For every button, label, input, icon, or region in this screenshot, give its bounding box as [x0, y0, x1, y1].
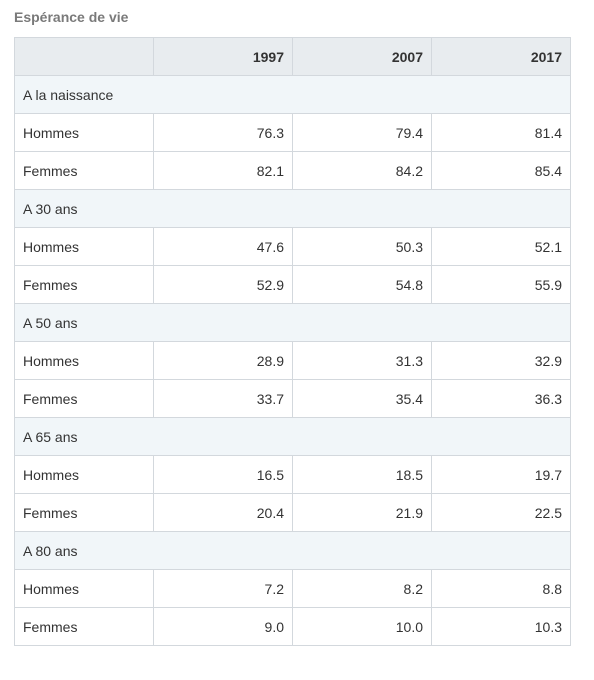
value-cell: 31.3 [292, 341, 432, 380]
value-cell: 9.0 [153, 607, 293, 646]
group-row: A 30 ans [14, 189, 571, 228]
table-row: Hommes 16.5 18.5 19.7 [14, 455, 571, 494]
value-cell: 16.5 [153, 455, 293, 494]
value-cell: 54.8 [292, 265, 432, 304]
table-body: A la naissance Hommes 76.3 79.4 81.4 Fem… [14, 75, 571, 646]
group-row: A 65 ans [14, 417, 571, 456]
row-label: Femmes [14, 379, 154, 418]
table-header: 1997 2007 2017 [14, 37, 571, 76]
value-cell: 76.3 [153, 113, 293, 152]
table-row: Hommes 28.9 31.3 32.9 [14, 341, 571, 380]
group-label: A 50 ans [14, 303, 571, 342]
value-cell: 79.4 [292, 113, 432, 152]
header-cell-year: 2017 [431, 37, 571, 76]
row-label: Hommes [14, 455, 154, 494]
value-cell: 32.9 [431, 341, 571, 380]
group-row: A 80 ans [14, 531, 571, 570]
header-cell-year: 1997 [153, 37, 293, 76]
row-label: Hommes [14, 569, 154, 608]
value-cell: 81.4 [431, 113, 571, 152]
value-cell: 47.6 [153, 227, 293, 266]
life-expectancy-caption: Espérance de vie [14, 9, 129, 25]
group-label: A 30 ans [14, 189, 571, 228]
header-cell-empty [14, 37, 154, 76]
value-cell: 36.3 [431, 379, 571, 418]
header-row: 1997 2007 2017 [14, 37, 571, 76]
value-cell: 85.4 [431, 151, 571, 190]
value-cell: 82.1 [153, 151, 293, 190]
value-cell: 35.4 [292, 379, 432, 418]
value-cell: 20.4 [153, 493, 293, 532]
group-row: A la naissance [14, 75, 571, 114]
value-cell: 21.9 [292, 493, 432, 532]
value-cell: 8.8 [431, 569, 571, 608]
group-label: A la naissance [14, 75, 571, 114]
value-cell: 55.9 [431, 265, 571, 304]
value-cell: 7.2 [153, 569, 293, 608]
value-cell: 84.2 [292, 151, 432, 190]
row-label: Femmes [14, 493, 154, 532]
value-cell: 19.7 [431, 455, 571, 494]
row-label: Femmes [14, 607, 154, 646]
table-row: Femmes 20.4 21.9 22.5 [14, 493, 571, 532]
table-row: Femmes 82.1 84.2 85.4 [14, 151, 571, 190]
group-label: A 80 ans [14, 531, 571, 570]
table-row: Femmes 9.0 10.0 10.3 [14, 607, 571, 646]
life-expectancy-table: 1997 2007 2017 A la naissance Hommes 76.… [14, 37, 571, 646]
row-label: Femmes [14, 265, 154, 304]
value-cell: 52.1 [431, 227, 571, 266]
row-label: Hommes [14, 113, 154, 152]
value-cell: 10.0 [292, 607, 432, 646]
table-row: Femmes 33.7 35.4 36.3 [14, 379, 571, 418]
row-label: Femmes [14, 151, 154, 190]
value-cell: 10.3 [431, 607, 571, 646]
table-row: Hommes 7.2 8.2 8.8 [14, 569, 571, 608]
value-cell: 50.3 [292, 227, 432, 266]
table-row: Hommes 76.3 79.4 81.4 [14, 113, 571, 152]
row-label: Hommes [14, 227, 154, 266]
group-label: A 65 ans [14, 417, 571, 456]
group-row: A 50 ans [14, 303, 571, 342]
value-cell: 33.7 [153, 379, 293, 418]
value-cell: 8.2 [292, 569, 432, 608]
value-cell: 22.5 [431, 493, 571, 532]
header-cell-year: 2007 [292, 37, 432, 76]
value-cell: 28.9 [153, 341, 293, 380]
value-cell: 52.9 [153, 265, 293, 304]
table-row: Femmes 52.9 54.8 55.9 [14, 265, 571, 304]
value-cell: 18.5 [292, 455, 432, 494]
table-row: Hommes 47.6 50.3 52.1 [14, 227, 571, 266]
row-label: Hommes [14, 341, 154, 380]
